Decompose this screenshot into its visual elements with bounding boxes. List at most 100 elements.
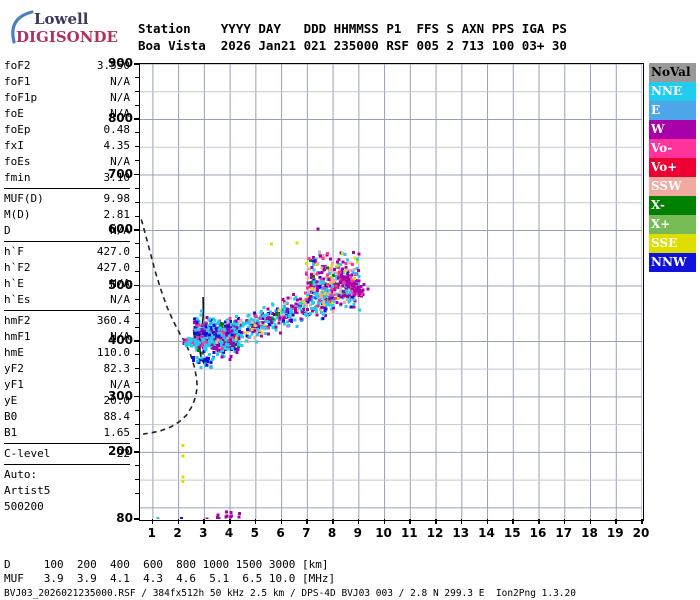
param-value: 88.4	[103, 410, 131, 423]
param-key: h`E	[4, 277, 24, 290]
x-tick-9: 9	[353, 526, 362, 540]
param-yf1: yF1 N/A	[4, 377, 130, 393]
param-key: fmin	[4, 171, 31, 184]
legend-item-nne[interactable]: NNE	[649, 82, 696, 101]
ionogram-plot[interactable]	[139, 63, 644, 521]
param-key: foEs	[4, 155, 31, 168]
param-group-auto: Auto: Artist5 500200	[4, 467, 130, 515]
auto-line-1: Artist5	[4, 484, 51, 497]
param-key: B1	[4, 426, 18, 439]
param-value: 110.0	[96, 346, 130, 359]
x-tick-8: 8	[327, 526, 337, 540]
logo-lowell-text: Lowell	[34, 10, 89, 28]
param-key: h`F2	[4, 261, 31, 274]
x-tick-15: 15	[503, 526, 521, 540]
auto-line-0: Auto:	[4, 468, 38, 481]
param-b0: B0 88.4	[4, 409, 130, 425]
legend-item-noval[interactable]: NoVal	[649, 63, 696, 82]
param-group-virtual-heights: h`F 427.0 h`F2 427.0 h`E N/A h`Es N/A	[4, 244, 130, 308]
param-foes: foEs N/A	[4, 154, 130, 170]
y-tick-500: 500	[107, 277, 133, 292]
y-tick-900: 900	[107, 56, 133, 70]
x-tick-mark-18	[589, 519, 591, 524]
param-h-e: h`E N/A	[4, 276, 130, 292]
y-tick-mark-700	[134, 173, 140, 176]
param-divider-1	[4, 188, 130, 189]
param-muf-d-: MUF(D) 9.98	[4, 191, 130, 207]
y-minor-tick	[135, 160, 139, 162]
station-header-values: Boa Vista 2026 Jan21 021 235000 RSF 005 …	[138, 38, 567, 53]
param-value: N/A	[110, 107, 130, 120]
legend-item-x-[interactable]: X-	[649, 196, 696, 215]
footer-muf-row: MUF 3.9 3.9 4.1 4.3 4.6 5.1 6.5 10.0 [MH…	[4, 572, 336, 585]
x-tick-6: 6	[276, 526, 285, 540]
x-tick-4: 4	[224, 526, 234, 540]
param-key: yF1	[4, 378, 24, 391]
x-tick-mark-19	[615, 519, 617, 524]
station-header: Station YYYY DAY DDD HHMMSS P1 FFS S AXN…	[138, 20, 567, 54]
x-tick-2: 2	[173, 526, 182, 540]
param-fof2: foF2 3.550	[4, 58, 130, 74]
y-minor-tick	[135, 271, 139, 273]
scatter-points	[156, 227, 370, 519]
y-minor-tick	[135, 76, 139, 78]
x-tick-14: 14	[478, 526, 495, 540]
param-value: N/A	[110, 378, 130, 391]
param-value: N/A	[110, 155, 130, 168]
param-value: 3.550	[96, 59, 130, 72]
param-key: foE	[4, 107, 24, 120]
x-tick-mark-14	[486, 519, 489, 524]
y-minor-tick	[135, 312, 139, 314]
x-tick-mark-12	[435, 519, 437, 524]
legend-item-w[interactable]: W	[649, 120, 696, 139]
y-tick-mark-500	[134, 284, 140, 287]
y-tick-300: 300	[107, 388, 133, 403]
y-minor-tick	[135, 187, 139, 189]
y-minor-tick	[135, 368, 139, 370]
x-tick-5: 5	[250, 526, 260, 540]
param-key: MUF(D)	[4, 192, 44, 205]
y-tick-mark-80	[134, 518, 140, 520]
y-minor-tick	[135, 90, 139, 92]
y-tick-800: 800	[107, 111, 133, 126]
y-tick-mark-400	[134, 340, 140, 342]
param-foe: foE N/A	[4, 106, 130, 122]
param-value: 9.98	[103, 192, 131, 205]
param-value: N/A	[110, 277, 130, 290]
param-divider-4	[4, 443, 130, 444]
param-value: 0.48	[103, 123, 131, 136]
param-divider-3	[4, 310, 130, 311]
y-tick-mark-300	[134, 395, 140, 398]
param-hmf1: hmF1 N/A	[4, 329, 130, 345]
y-minor-tick	[135, 479, 139, 481]
param-fmin: fmin 3.10	[4, 170, 130, 186]
y-minor-tick	[135, 243, 139, 245]
legend-item-e[interactable]: E	[649, 101, 696, 120]
param-key: hmF2	[4, 314, 31, 327]
y-tick-mark-800	[134, 118, 140, 120]
legend-item-ssw[interactable]: SSW	[649, 177, 696, 196]
param-value: 22	[116, 447, 130, 460]
param-key: hmF1	[4, 330, 31, 343]
param-key: B0	[4, 410, 18, 423]
electron-density-profile-curve	[140, 219, 199, 435]
x-tick-11: 11	[400, 526, 418, 540]
y-minor-tick	[135, 257, 139, 259]
x-tick-1: 1	[147, 526, 157, 540]
legend-item-vo-[interactable]: Vo-	[649, 139, 696, 158]
legend-item-x-[interactable]: X+	[649, 215, 696, 234]
param-key: h`F	[4, 245, 24, 258]
x-tick-16: 16	[529, 526, 547, 540]
x-tick-17: 17	[555, 526, 573, 540]
legend-item-nnw[interactable]: NNW	[649, 253, 696, 272]
param-value: 427.0	[96, 245, 130, 258]
y-tick-mark-200	[134, 451, 140, 453]
param-value: N/A	[110, 293, 130, 306]
legend-item-sse[interactable]: SSE	[649, 234, 696, 253]
param-key: fxI	[4, 139, 24, 152]
param-value: 20.0	[103, 394, 131, 407]
param-value: 3.10	[103, 171, 131, 184]
legend-item-vo-[interactable]: Vo+	[649, 158, 696, 177]
footer-distance-row: D 100 200 400 600 800 1000 1500 3000 [km…	[4, 558, 329, 571]
footer-file-row: BVJ03_2026021235000.RSF / 384fx512h 50 k…	[4, 588, 576, 599]
